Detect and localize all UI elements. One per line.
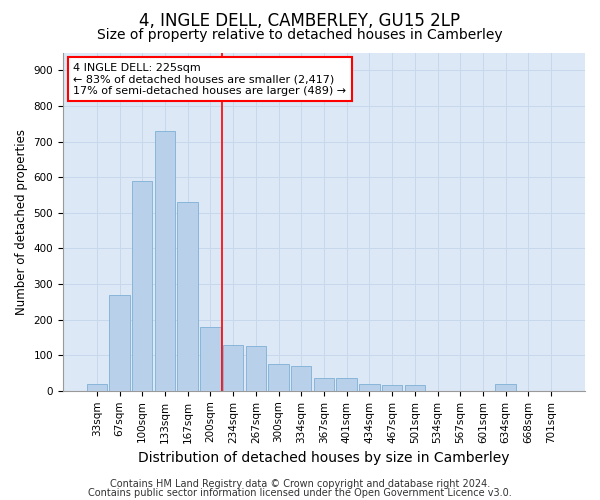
- Bar: [291, 366, 311, 391]
- Bar: [223, 344, 244, 391]
- Bar: [200, 326, 221, 391]
- Text: Contains public sector information licensed under the Open Government Licence v3: Contains public sector information licen…: [88, 488, 512, 498]
- Bar: [86, 384, 107, 391]
- Bar: [178, 202, 198, 391]
- Bar: [337, 378, 357, 391]
- Text: 4, INGLE DELL, CAMBERLEY, GU15 2LP: 4, INGLE DELL, CAMBERLEY, GU15 2LP: [139, 12, 461, 30]
- Text: Size of property relative to detached houses in Camberley: Size of property relative to detached ho…: [97, 28, 503, 42]
- Bar: [382, 386, 403, 391]
- Text: 4 INGLE DELL: 225sqm
← 83% of detached houses are smaller (2,417)
17% of semi-de: 4 INGLE DELL: 225sqm ← 83% of detached h…: [73, 62, 346, 96]
- Bar: [155, 131, 175, 391]
- Bar: [109, 294, 130, 391]
- Text: Contains HM Land Registry data © Crown copyright and database right 2024.: Contains HM Land Registry data © Crown c…: [110, 479, 490, 489]
- Bar: [404, 386, 425, 391]
- Y-axis label: Number of detached properties: Number of detached properties: [15, 128, 28, 314]
- Bar: [359, 384, 380, 391]
- Bar: [268, 364, 289, 391]
- X-axis label: Distribution of detached houses by size in Camberley: Distribution of detached houses by size …: [138, 451, 510, 465]
- Bar: [314, 378, 334, 391]
- Bar: [245, 346, 266, 391]
- Bar: [132, 180, 152, 391]
- Bar: [496, 384, 516, 391]
